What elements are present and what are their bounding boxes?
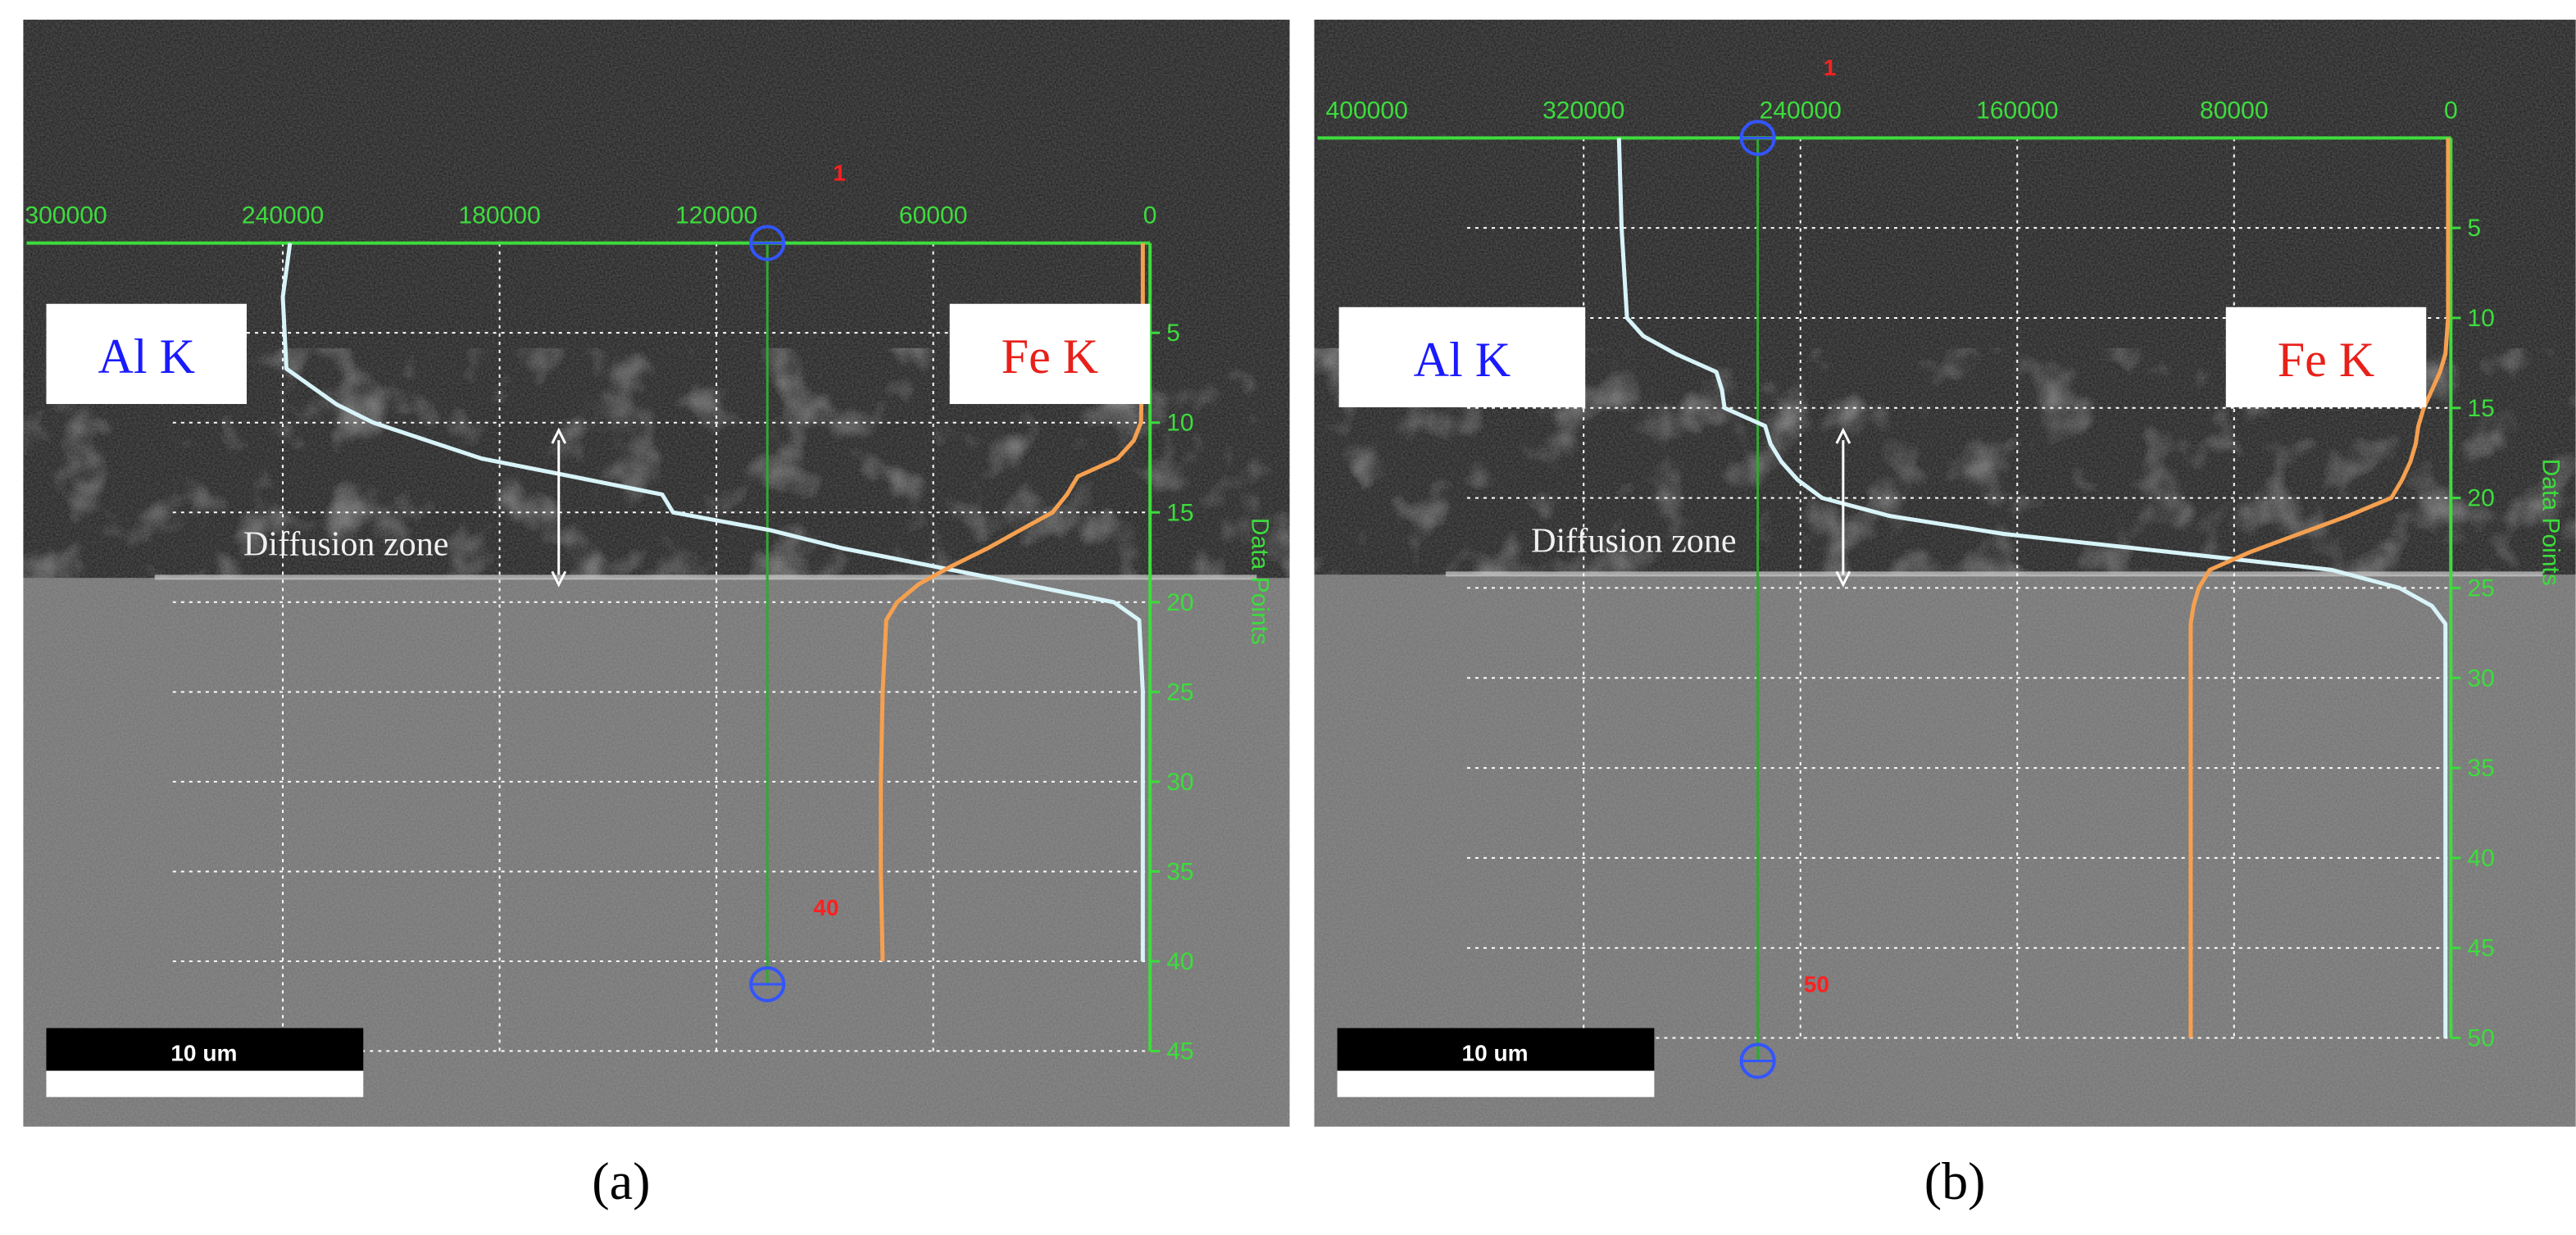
y-tick-label: 30: [1166, 769, 1193, 796]
x-tick-label: 180000: [458, 202, 540, 229]
y-tick-label: 30: [2467, 665, 2494, 692]
y-tick-label: 25: [1166, 679, 1193, 706]
y-tick-label: 15: [2467, 395, 2494, 422]
x-tick-label: 0: [2444, 97, 2458, 124]
legend-box: [949, 303, 1151, 404]
y-tick-label: 35: [1166, 858, 1193, 885]
arrow-head: [551, 427, 567, 588]
start-marker: 1: [1824, 55, 1837, 80]
scale-bar: [46, 1070, 364, 1097]
scale-bar-label: 10 um: [1461, 1041, 1528, 1066]
x-tick-label: 60000: [899, 202, 968, 229]
y-tick-label: 10: [1166, 410, 1193, 437]
arrow-head: [1835, 427, 1851, 588]
legend-box: [2225, 306, 2427, 407]
x-tick-label: 320000: [1542, 97, 1624, 124]
x-tick-label: 300000: [25, 202, 107, 229]
y-tick-label: 45: [1166, 1038, 1193, 1065]
end-marker: 50: [1804, 971, 1829, 997]
x-tick-label: 0: [1143, 202, 1157, 229]
y-tick-label: 35: [2467, 755, 2494, 782]
legend-label: Al K: [1414, 333, 1511, 388]
legend-label: Al K: [98, 329, 195, 384]
annotation: Diffusion zone: [243, 525, 448, 563]
y-tick-label: 20: [1166, 589, 1193, 616]
x-tick-label: 400000: [1326, 97, 1408, 124]
data-line: [280, 243, 1145, 961]
y-tick-label: 50: [2467, 1025, 2494, 1052]
interface-line: [1445, 571, 2543, 577]
y-tick-label: 40: [1166, 948, 1193, 975]
x-tick-label: 80000: [2200, 97, 2269, 124]
scale-bar-label: 10 um: [170, 1041, 237, 1066]
y-tick-label: 20: [2467, 485, 2494, 512]
panel-label: (a): [592, 1152, 650, 1210]
panel-label: (b): [1924, 1152, 1986, 1210]
y-tick-label: 40: [2467, 845, 2494, 872]
interface-line: [154, 574, 1257, 580]
scale-bar-bg: [46, 1028, 364, 1071]
data-line: [2188, 138, 2451, 1038]
y-tick-label: 45: [2467, 935, 2494, 962]
y-tick-label: 5: [2467, 215, 2481, 242]
legend-box: [1338, 306, 1586, 407]
y-tick-label: 15: [1166, 499, 1193, 526]
annotation: Diffusion zone: [1531, 522, 1736, 560]
end-marker: 40: [813, 895, 838, 920]
y-tick-label: 25: [2467, 574, 2494, 602]
scale-bar: [1337, 1070, 1655, 1097]
x-tick-label: 240000: [242, 202, 324, 229]
legend-box: [46, 303, 247, 404]
y-tick-label: 5: [1166, 320, 1180, 347]
legend-label: Fe K: [2278, 333, 2375, 388]
scale-bar-bg: [1337, 1028, 1655, 1071]
data-line: [1616, 138, 2448, 1038]
y-axis-label: Data Points: [2537, 459, 2565, 586]
y-tick-label: 10: [2467, 305, 2494, 332]
micrograph-noise: [23, 20, 1290, 1127]
x-tick-label: 120000: [675, 202, 757, 229]
start-marker: 1: [833, 160, 846, 185]
x-tick-label: 160000: [1976, 97, 2058, 124]
x-tick-label: 240000: [1760, 97, 1842, 124]
legend-label: Fe K: [1002, 329, 1099, 384]
y-axis-label: Data Points: [1246, 518, 1273, 645]
